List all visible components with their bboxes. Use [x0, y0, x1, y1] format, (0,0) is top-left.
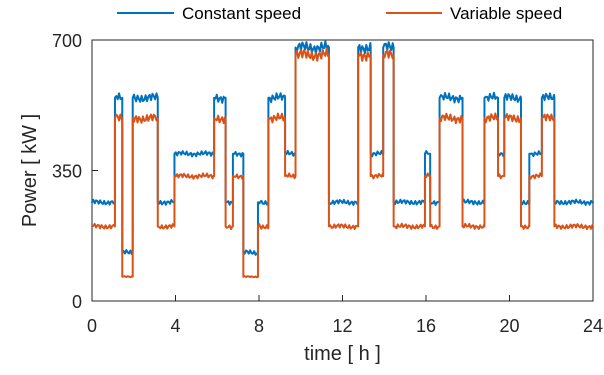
x-tick-label: 16	[416, 316, 436, 336]
series-line-variable-speed	[91, 47, 594, 279]
legend: Constant speed Variable speed	[117, 4, 562, 23]
legend-label-variable-speed: Variable speed	[450, 4, 562, 23]
y-tick-label: 350	[52, 162, 82, 182]
tick-layer: 0 4 8 12 16 20 24 0 350 700	[52, 31, 603, 336]
x-tick-label: 8	[254, 316, 264, 336]
x-tick-label: 0	[87, 316, 97, 336]
x-tick-label: 12	[332, 316, 352, 336]
legend-label-constant-speed: Constant speed	[182, 4, 301, 23]
x-axis-label: time [ h ]	[304, 343, 381, 365]
y-tick-label: 700	[52, 31, 82, 51]
y-axis-label: Power [ kW ]	[19, 114, 41, 227]
series-layer	[91, 40, 594, 279]
x-tick-label: 20	[499, 316, 519, 336]
plot-area	[91, 39, 594, 302]
series-line-constant-speed	[91, 40, 594, 256]
x-tick-label: 4	[170, 316, 180, 336]
y-tick-label: 0	[72, 292, 82, 312]
plot-frame	[91, 39, 594, 302]
x-tick-label: 24	[583, 316, 603, 336]
